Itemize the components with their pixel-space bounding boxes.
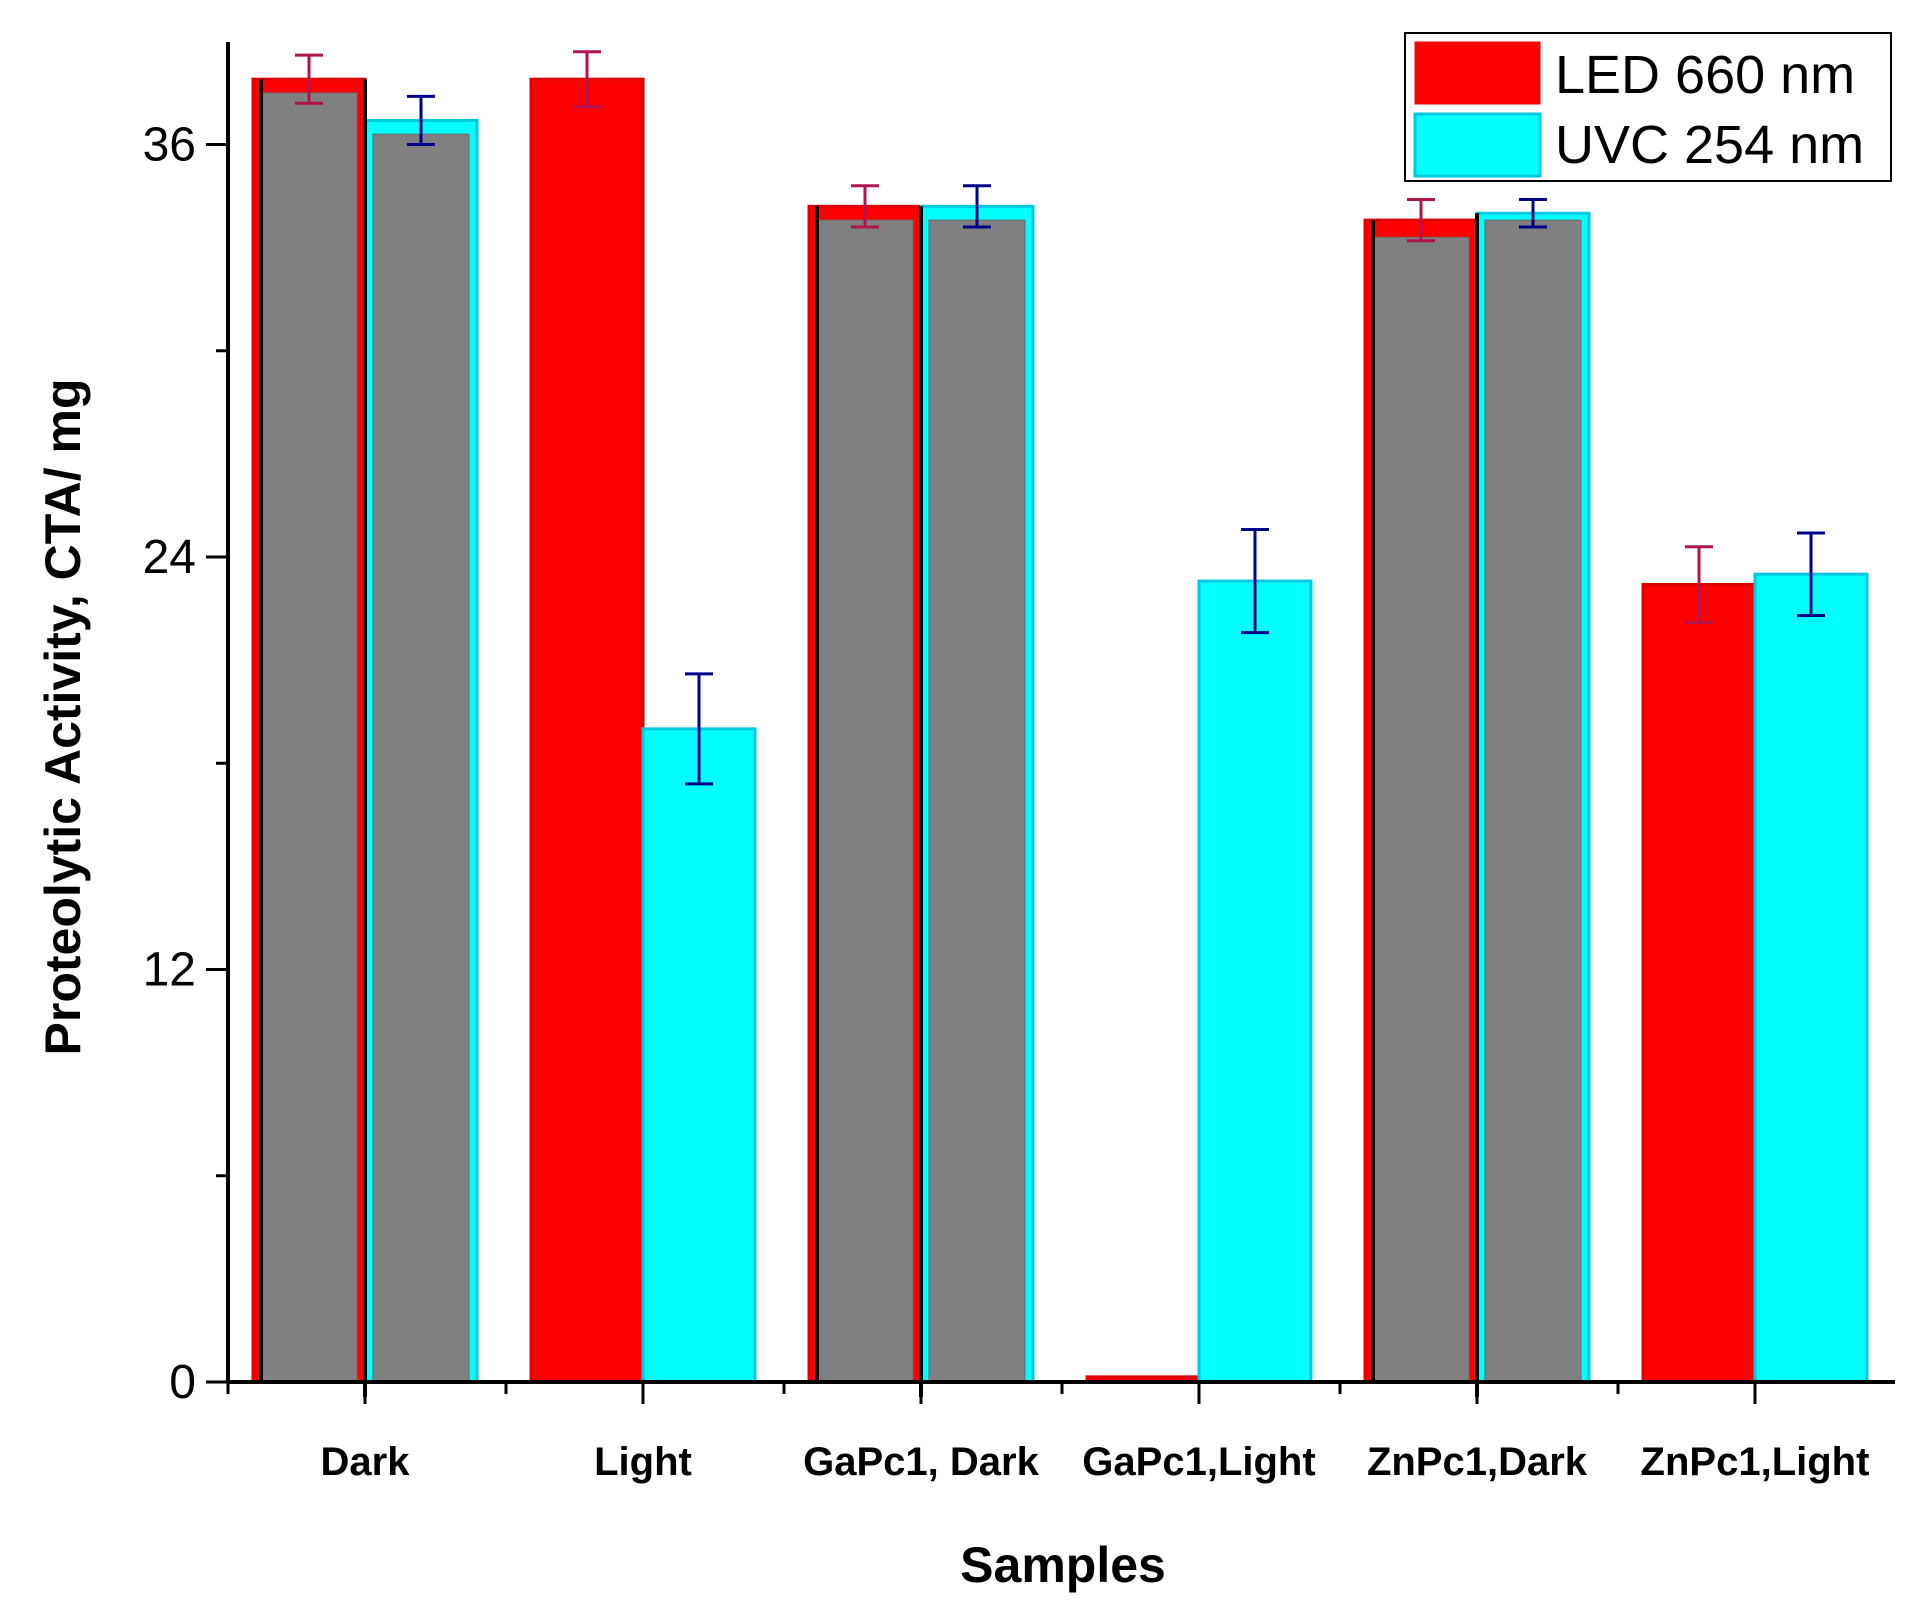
- x-tick-label: Dark: [321, 1440, 411, 1484]
- x-tick-label: ZnPc1,Light: [1641, 1440, 1870, 1484]
- axes-group: [206, 42, 1895, 1404]
- bar-led: [529, 77, 645, 1384]
- bar-uvc: [1753, 572, 1869, 1384]
- y-tick-label: 36: [143, 119, 196, 172]
- y-axis-title: Proteolytic Activity, CTA/ mg: [35, 379, 91, 1056]
- legend-swatch-uvc: [1413, 112, 1542, 178]
- bar-led: [1641, 583, 1757, 1384]
- bar-overlay: [1484, 219, 1582, 1383]
- legend: LED 660 nm UVC 254 nm: [1404, 32, 1892, 182]
- x-tick-label: GaPc1,Light: [1082, 1440, 1315, 1484]
- x-tick-label: ZnPc1,Dark: [1367, 1440, 1588, 1484]
- legend-label-led: LED 660 nm: [1555, 45, 1855, 105]
- bar-overlay: [816, 219, 914, 1383]
- x-tick-label: Light: [594, 1440, 692, 1484]
- bar-overlay: [928, 219, 1026, 1383]
- bar-overlay: [260, 92, 358, 1383]
- y-tick-label: 12: [143, 944, 196, 997]
- bar-overlay: [1372, 236, 1470, 1383]
- bar-uvc: [1197, 579, 1313, 1384]
- bars-group: [251, 50, 1869, 1397]
- x-category-labels: Dark Light GaPc1, Dark GaPc1,Light ZnPc1,Dar…: [321, 1440, 1870, 1484]
- legend-label-uvc: UVC 254 nm: [1555, 115, 1864, 175]
- x-axis-title: Samples: [960, 1537, 1166, 1593]
- bar-overlay: [372, 133, 470, 1383]
- y-tick-label: 0: [169, 1356, 196, 1409]
- legend-swatch-led: [1414, 41, 1541, 105]
- y-tick-label: 24: [143, 531, 196, 584]
- y-tick-labels: 0 12 24 36: [143, 119, 196, 1410]
- x-tick-label: GaPc1, Dark: [803, 1440, 1039, 1484]
- bar-uvc: [641, 727, 757, 1384]
